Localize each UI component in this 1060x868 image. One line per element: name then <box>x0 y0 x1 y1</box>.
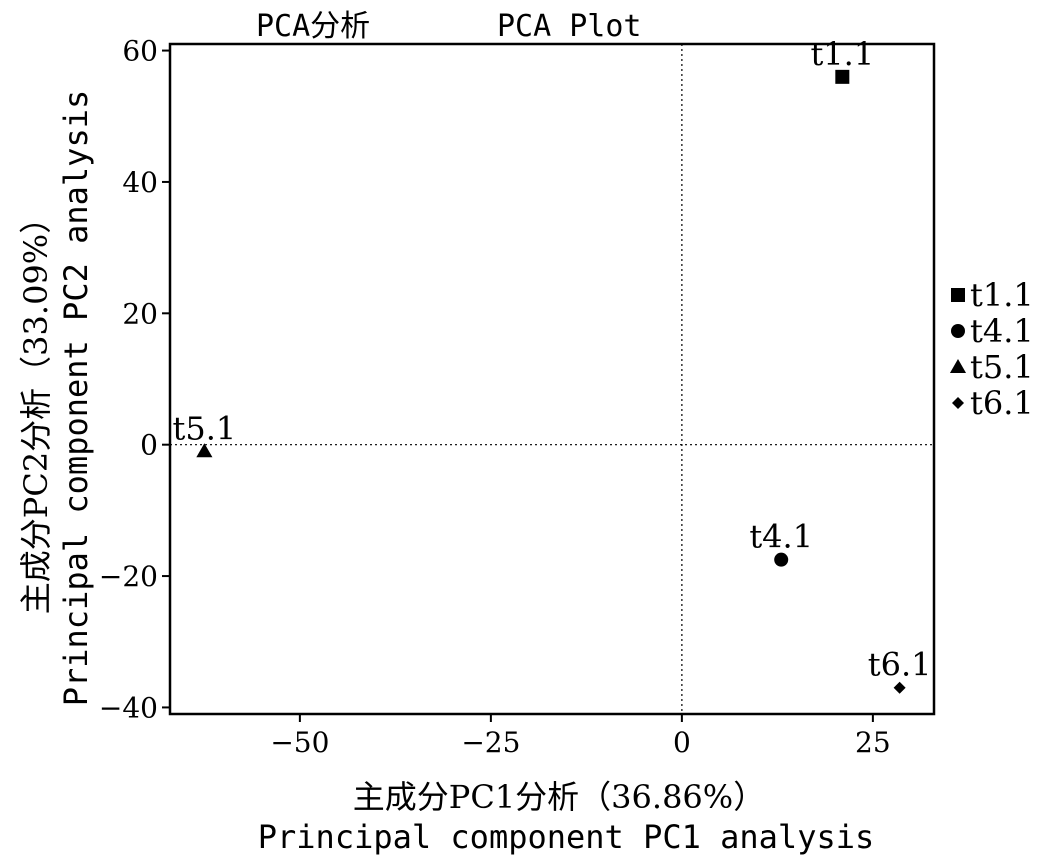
point-label-t6.1: t6.1 <box>868 646 932 684</box>
chart-title-cn: PCA分析 <box>256 9 370 44</box>
legend-label-t1.1: t1.1 <box>970 276 1034 314</box>
plot-frame <box>168 42 936 716</box>
legend-marker-t4.1 <box>951 324 965 338</box>
legend-label-t4.1: t4.1 <box>970 312 1034 350</box>
x-tick-label: −50 <box>270 726 329 759</box>
point-t1.1 <box>835 69 850 84</box>
legend-marker-t5.1 <box>949 358 967 373</box>
y-tick-label: 0 <box>140 429 158 462</box>
x-tick-label: −25 <box>461 726 520 759</box>
x-tick-label: 0 <box>673 726 691 759</box>
data-points: t1.1 t4.1 t5.1 t6.1 <box>173 35 932 694</box>
x-axis-label-en: Principal component PC1 analysis <box>258 818 875 856</box>
legend-label-t6.1: t6.1 <box>970 384 1034 422</box>
y-axis-label-cn: 主成分PC2分析（33.09%） <box>17 202 55 614</box>
legend-marker-t6.1 <box>952 397 964 409</box>
point-label-t4.1: t4.1 <box>749 518 813 556</box>
legend-marker-t1.1 <box>951 288 965 302</box>
point-label-t1.1: t1.1 <box>810 35 874 73</box>
x-tick-label: 25 <box>855 726 891 759</box>
x-axis-label-cn: 主成分PC1分析（36.86%） <box>353 778 765 816</box>
point-t6.1 <box>893 681 906 694</box>
x-axis-ticks: −50 −25 0 25 <box>270 714 891 759</box>
chart-title-en: PCA Plot <box>497 9 642 44</box>
point-t4.1 <box>774 552 789 567</box>
point-t5.1 <box>196 443 213 458</box>
legend-label-t5.1: t5.1 <box>970 348 1034 386</box>
y-tick-label: −40 <box>99 691 158 724</box>
legend: t1.1t4.1t5.1t6.1 <box>949 276 1034 422</box>
y-axis-label-en: Principal component PC2 analysis <box>57 90 95 707</box>
y-tick-label: 20 <box>122 297 158 330</box>
y-tick-label: 60 <box>122 35 158 68</box>
y-axis-ticks: −40 −20 0 20 40 60 <box>99 35 170 724</box>
y-tick-label: 40 <box>122 166 158 199</box>
point-label-t5.1: t5.1 <box>173 409 237 447</box>
y-tick-label: −20 <box>99 560 158 593</box>
